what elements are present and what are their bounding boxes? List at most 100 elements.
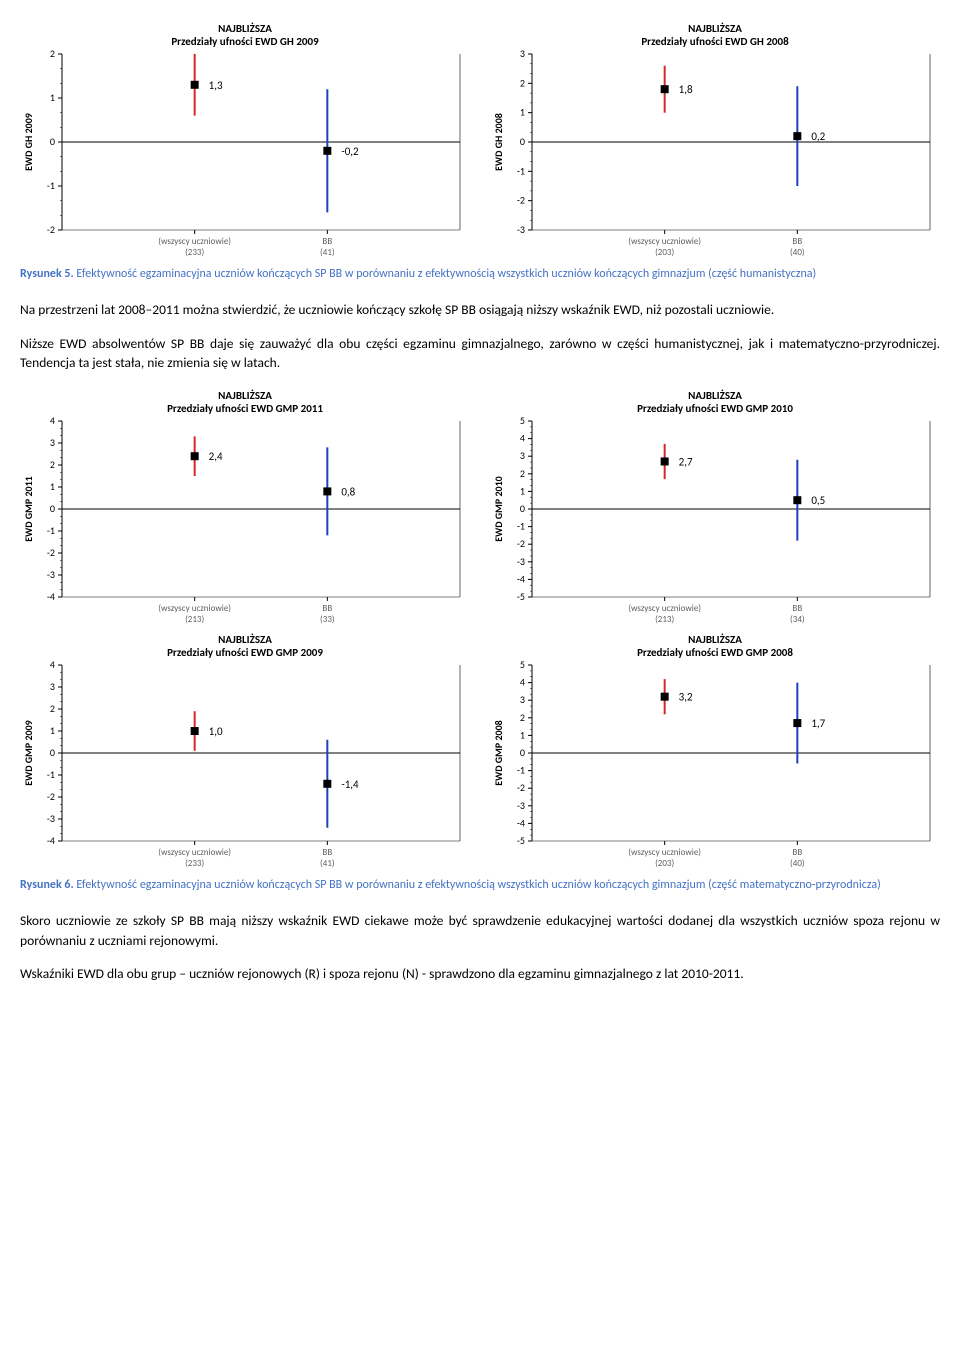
svg-text:-4: -4 <box>517 572 525 585</box>
svg-text:NAJBLIŻSZA: NAJBLIŻSZA <box>218 389 272 402</box>
svg-text:-1: -1 <box>517 164 525 177</box>
chart-row-gmp-b: NAJBLIŻSZAPrzedziały ufności EWD GMP 200… <box>20 631 940 871</box>
paragraph-1: Na przestrzeni lat 2008–2011 można stwie… <box>20 300 940 320</box>
svg-text:BB: BB <box>322 603 332 614</box>
svg-text:0: 0 <box>520 502 525 515</box>
svg-text:2: 2 <box>50 47 55 60</box>
svg-text:(wszyscy uczniowie): (wszyscy uczniowie) <box>628 603 701 614</box>
chart-gmp-2010: NAJBLIŻSZAPrzedziały ufności EWD GMP 201… <box>490 387 940 627</box>
svg-text:-4: -4 <box>47 590 55 603</box>
svg-text:3,2: 3,2 <box>679 691 693 704</box>
figure-6-text: Efektywność egzaminacyjna uczniów kończą… <box>74 878 881 892</box>
svg-text:BB: BB <box>322 236 332 247</box>
svg-text:1: 1 <box>50 91 55 104</box>
svg-text:2,4: 2,4 <box>209 450 223 463</box>
paragraph-3: Skoro uczniowie ze szkoły SP BB mają niż… <box>20 911 940 950</box>
svg-text:-1: -1 <box>517 519 525 532</box>
svg-text:-5: -5 <box>517 590 525 603</box>
svg-text:-3: -3 <box>47 812 55 825</box>
svg-text:BB: BB <box>322 847 332 858</box>
svg-text:(wszyscy uczniowie): (wszyscy uczniowie) <box>158 847 231 858</box>
svg-text:(203): (203) <box>655 247 674 258</box>
svg-text:4: 4 <box>50 414 55 427</box>
svg-text:3: 3 <box>520 449 525 462</box>
svg-text:NAJBLIŻSZA: NAJBLIŻSZA <box>218 633 272 646</box>
svg-text:0: 0 <box>520 746 525 759</box>
chart-gh-2008: NAJBLIŻSZAPrzedziały ufności EWD GH 2008… <box>490 20 940 260</box>
figure-6-lead: Rysunek 6. <box>20 878 74 892</box>
chart-row-gmp-a: NAJBLIŻSZAPrzedziały ufności EWD GMP 201… <box>20 387 940 627</box>
svg-text:2,7: 2,7 <box>679 455 693 468</box>
svg-text:NAJBLIŻSZA: NAJBLIŻSZA <box>218 22 272 35</box>
svg-text:(213): (213) <box>655 614 674 625</box>
figure-6-caption: Rysunek 6. Efektywność egzaminacyjna ucz… <box>20 877 940 893</box>
svg-text:0,5: 0,5 <box>811 494 825 507</box>
svg-text:4: 4 <box>520 675 525 688</box>
svg-text:(41): (41) <box>320 247 335 258</box>
svg-text:-4: -4 <box>47 834 55 847</box>
svg-text:-1: -1 <box>517 763 525 776</box>
svg-text:3: 3 <box>50 680 55 693</box>
svg-text:2: 2 <box>520 711 525 724</box>
svg-text:NAJBLIŻSZA: NAJBLIŻSZA <box>688 389 742 402</box>
svg-text:0: 0 <box>520 135 525 148</box>
svg-text:EWD GH 2008: EWD GH 2008 <box>492 113 505 171</box>
svg-text:BB: BB <box>792 236 802 247</box>
svg-text:3: 3 <box>520 47 525 60</box>
svg-text:(40): (40) <box>790 858 805 869</box>
svg-text:Przedziały ufności EWD GMP 201: Przedziały ufności EWD GMP 2010 <box>637 402 793 415</box>
svg-text:-3: -3 <box>517 223 525 236</box>
svg-text:0: 0 <box>50 746 55 759</box>
svg-text:3: 3 <box>520 693 525 706</box>
svg-text:2: 2 <box>520 76 525 89</box>
paragraph-4: Wskaźniki EWD dla obu grup – uczniów rej… <box>20 964 940 984</box>
svg-text:5: 5 <box>520 658 525 671</box>
svg-text:(41): (41) <box>320 858 335 869</box>
svg-text:-2: -2 <box>517 781 525 794</box>
svg-text:4: 4 <box>520 431 525 444</box>
svg-text:EWD GMP 2009: EWD GMP 2009 <box>22 720 35 785</box>
svg-text:2: 2 <box>520 467 525 480</box>
svg-text:(233): (233) <box>185 858 204 869</box>
svg-text:(233): (233) <box>185 247 204 258</box>
svg-text:0,2: 0,2 <box>811 130 825 143</box>
figure-5-caption: Rysunek 5. Efektywność egzaminacyjna ucz… <box>20 266 940 282</box>
svg-text:-3: -3 <box>517 555 525 568</box>
svg-text:0: 0 <box>50 135 55 148</box>
svg-text:-2: -2 <box>47 546 55 559</box>
chart-gh-2009: NAJBLIŻSZAPrzedziały ufności EWD GH 2009… <box>20 20 470 260</box>
svg-text:0,8: 0,8 <box>341 485 355 498</box>
svg-text:-1: -1 <box>47 179 55 192</box>
svg-text:4: 4 <box>50 658 55 671</box>
svg-text:EWD GMP 2011: EWD GMP 2011 <box>22 476 35 541</box>
chart-gmp-2008: NAJBLIŻSZAPrzedziały ufności EWD GMP 200… <box>490 631 940 871</box>
svg-text:Przedziały ufności EWD GH 2008: Przedziały ufności EWD GH 2008 <box>641 35 789 48</box>
svg-text:Przedziały ufności EWD GMP 200: Przedziały ufności EWD GMP 2009 <box>167 646 323 659</box>
svg-text:(wszyscy uczniowie): (wszyscy uczniowie) <box>628 847 701 858</box>
svg-text:-1: -1 <box>47 524 55 537</box>
svg-text:-1,4: -1,4 <box>341 778 359 791</box>
svg-text:1: 1 <box>50 724 55 737</box>
svg-text:(34): (34) <box>790 614 805 625</box>
svg-text:-2: -2 <box>47 790 55 803</box>
svg-text:BB: BB <box>792 603 802 614</box>
svg-text:EWD GH 2009: EWD GH 2009 <box>22 113 35 171</box>
svg-text:(33): (33) <box>320 614 335 625</box>
svg-text:-2: -2 <box>517 194 525 207</box>
paragraph-2: Niższe EWD absolwentów SP BB daje się za… <box>20 334 940 373</box>
svg-text:-4: -4 <box>517 816 525 829</box>
svg-text:1,7: 1,7 <box>811 717 825 730</box>
chart-row-gh: NAJBLIŻSZAPrzedziały ufności EWD GH 2009… <box>20 20 940 260</box>
svg-text:1,8: 1,8 <box>679 83 693 96</box>
svg-text:NAJBLIŻSZA: NAJBLIŻSZA <box>688 633 742 646</box>
svg-text:-1: -1 <box>47 768 55 781</box>
svg-text:2: 2 <box>50 458 55 471</box>
svg-text:-0,2: -0,2 <box>341 145 359 158</box>
svg-text:(203): (203) <box>655 858 674 869</box>
svg-text:Przedziały ufności EWD GH 2009: Przedziały ufności EWD GH 2009 <box>171 35 319 48</box>
svg-text:(40): (40) <box>790 247 805 258</box>
svg-text:-5: -5 <box>517 834 525 847</box>
svg-text:3: 3 <box>50 436 55 449</box>
svg-text:1: 1 <box>520 484 525 497</box>
svg-text:(wszyscy uczniowie): (wszyscy uczniowie) <box>628 236 701 247</box>
